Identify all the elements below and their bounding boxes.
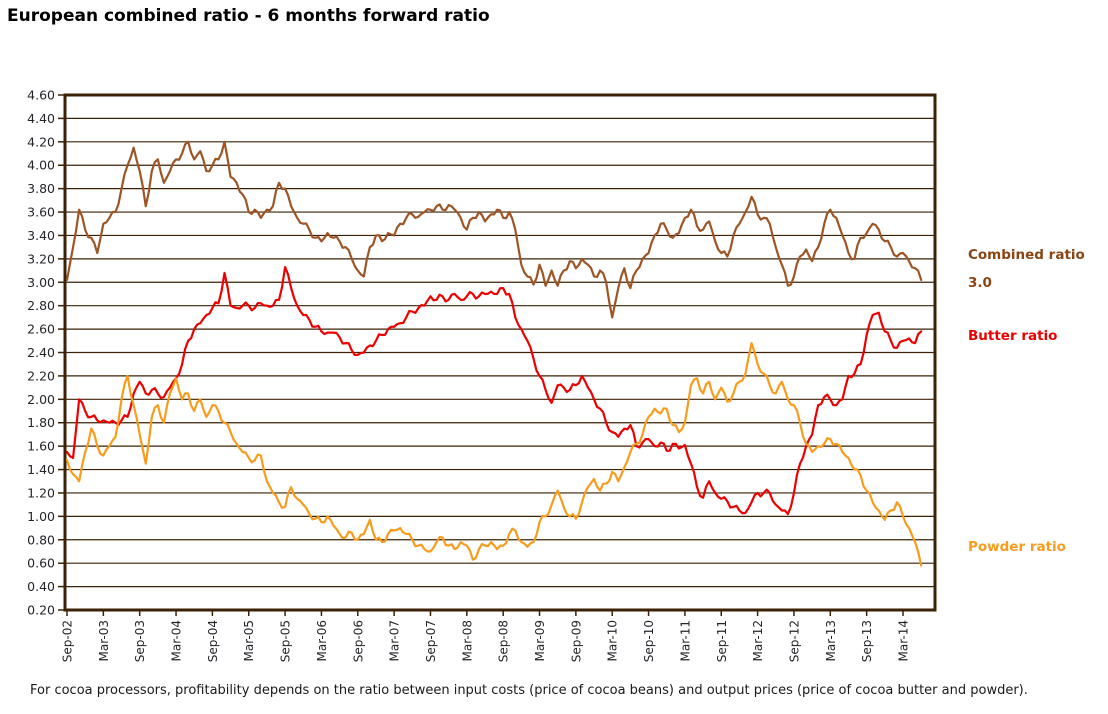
y-tick-label: 1.60 [27,439,55,454]
x-tick-label: Sep-09 [569,620,583,662]
x-tick-label: Sep-10 [642,620,656,662]
x-tick-label: Mar-05 [242,620,256,661]
x-tick-label: Sep-08 [497,620,511,662]
x-tick-label: Mar-14 [897,620,911,661]
y-tick-label: 0.60 [27,556,55,571]
y-tick-label: 4.40 [27,111,55,126]
y-tick-label: 1.80 [27,415,55,430]
x-tick-label: Mar-07 [388,620,402,661]
y-tick-label: 0.20 [27,603,55,618]
series-line-butter-ratio [65,265,923,516]
y-tick-label: 3.80 [27,181,55,196]
x-tick-label: Sep-03 [133,620,147,662]
x-tick-label: Sep-04 [206,620,220,662]
y-tick-label: 3.40 [27,228,55,243]
x-tick-label: Mar-04 [170,620,184,661]
y-tick-label: 3.20 [27,251,55,266]
x-tick-label: Mar-09 [533,620,547,661]
series-line-powder-ratio [65,342,923,567]
powder-ratio-label: Powder ratio [968,539,1066,555]
y-tick-label: 2.20 [27,368,55,383]
y-tick-label: 3.60 [27,205,55,220]
y-tick-label: 4.60 [27,88,55,103]
x-tick-label: Sep-13 [860,620,874,662]
caption: For cocoa processors, profitability depe… [30,683,1028,698]
combined-ratio-current-value: 3.0 [968,275,992,291]
y-tick-label: 4.20 [27,134,55,149]
y-tick-label: 1.20 [27,485,55,500]
x-tick-label: Sep-12 [787,620,801,662]
y-tick-label: 2.80 [27,298,55,313]
x-tick-label: Sep-06 [351,620,365,662]
x-tick-label: Mar-13 [824,620,838,661]
x-tick-label: Sep-02 [61,620,75,662]
y-tick-label: 2.00 [27,392,55,407]
series-line-combined-ratio [65,140,923,319]
y-tick-label: 2.40 [27,345,55,360]
page-title: European combined ratio - 6 months forwa… [7,6,490,26]
y-tick-label: 1.40 [27,462,55,477]
y-tick-label: 0.40 [27,579,55,594]
y-tick-label: 0.80 [27,532,55,547]
x-tick-label: Sep-11 [715,620,729,662]
x-tick-label: Mar-03 [97,620,111,661]
y-tick-label: 4.00 [27,158,55,173]
y-tick-label: 2.60 [27,322,55,337]
y-tick-label: 1.00 [27,509,55,524]
x-tick-label: Sep-07 [424,620,438,662]
plot-border [63,93,937,612]
x-tick-label: Mar-10 [606,620,620,661]
butter-ratio-label: Butter ratio [968,328,1058,344]
y-tick-label: 3.00 [27,275,55,290]
x-tick-label: Sep-05 [279,620,293,662]
x-tick-label: Mar-11 [678,620,692,661]
x-tick-label: Mar-12 [751,620,765,661]
x-tick-label: Mar-06 [315,620,329,661]
x-tick-label: Mar-08 [460,620,474,661]
combined-ratio-label: Combined ratio [968,247,1085,263]
